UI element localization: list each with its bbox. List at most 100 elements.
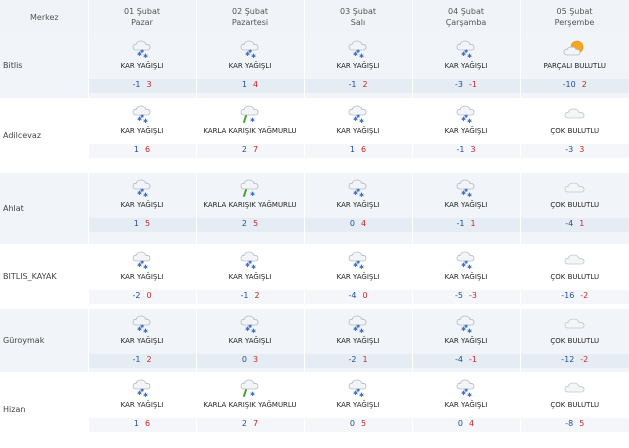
max-temperature: 2 bbox=[582, 80, 587, 89]
condition-label: KAR YAĞIŞLI bbox=[197, 273, 304, 290]
max-temperature: -2 bbox=[580, 355, 588, 364]
max-temperature: 3 bbox=[253, 355, 258, 364]
min-temperature: 0 bbox=[350, 219, 355, 228]
city-name[interactable]: Ahlat bbox=[0, 172, 88, 244]
min-temperature: 1 bbox=[350, 145, 355, 154]
temperature-range: -1 3 bbox=[413, 144, 520, 158]
condition-label: ÇOK BULUTLU bbox=[521, 401, 629, 418]
cloudy-icon bbox=[562, 249, 588, 271]
min-temperature: 1 bbox=[242, 80, 247, 89]
svg-text:✱: ✱ bbox=[250, 391, 255, 398]
max-temperature: 6 bbox=[145, 145, 150, 154]
city-name[interactable]: BITLIS_KAYAK bbox=[0, 244, 88, 308]
snow-cloud-icon: ✱✱✱ bbox=[129, 103, 155, 125]
max-temperature: 3 bbox=[470, 145, 475, 154]
sleet-cloud-icon: ✱ bbox=[237, 377, 263, 399]
temperature-range: -3-1 bbox=[413, 79, 520, 93]
forecast-cell: PARÇALI BULUTLU-10 2 bbox=[520, 34, 629, 98]
cloudy-icon bbox=[562, 313, 588, 335]
condition-label: KARLA KARIŞIK YAĞMURLU bbox=[197, 127, 304, 144]
condition-label: KAR YAĞIŞLI bbox=[89, 401, 196, 418]
max-temperature: 5 bbox=[361, 419, 366, 428]
snow-cloud-icon: ✱✱✱ bbox=[129, 313, 155, 335]
min-temperature: -8 bbox=[565, 419, 573, 428]
forecast-cell: ✱✱✱KAR YAĞIŞLI-5-3 bbox=[412, 244, 520, 308]
snow-cloud-icon: ✱✱✱ bbox=[453, 249, 479, 271]
min-temperature: -10 bbox=[563, 80, 576, 89]
snow-cloud-icon: ✱✱✱ bbox=[453, 313, 479, 335]
snow-cloud-icon: ✱✱✱ bbox=[345, 103, 371, 125]
max-temperature: 0 bbox=[362, 291, 367, 300]
snow-cloud-icon: ✱✱✱ bbox=[345, 377, 371, 399]
max-temperature: 7 bbox=[253, 145, 258, 154]
min-temperature: -4 bbox=[565, 219, 573, 228]
min-temperature: -1 bbox=[456, 145, 464, 154]
min-temperature: -3 bbox=[455, 80, 463, 89]
condition-label: KAR YAĞIŞLI bbox=[89, 127, 196, 144]
max-temperature: 2 bbox=[146, 355, 151, 364]
temperature-range: -12-2 bbox=[521, 354, 629, 368]
snow-cloud-icon: ✱✱✱ bbox=[453, 177, 479, 199]
min-temperature: -4 bbox=[455, 355, 463, 364]
min-temperature: 1 bbox=[134, 419, 139, 428]
min-temperature: -16 bbox=[561, 291, 574, 300]
snow-cloud-icon: ✱✱✱ bbox=[237, 313, 263, 335]
condition-label: PARÇALI BULUTLU bbox=[521, 62, 629, 79]
city-name[interactable]: Bitlis bbox=[0, 34, 88, 98]
condition-label: KAR YAĞIŞLI bbox=[89, 201, 196, 218]
condition-label: KARLA KARIŞIK YAĞMURLU bbox=[197, 401, 304, 418]
snow-cloud-icon: ✱✱✱ bbox=[345, 38, 371, 60]
max-temperature: 2 bbox=[362, 80, 367, 89]
condition-label: KAR YAĞIŞLI bbox=[305, 273, 412, 290]
min-temperature: 1 bbox=[134, 219, 139, 228]
max-temperature: 5 bbox=[579, 419, 584, 428]
temperature-range: -5-3 bbox=[413, 290, 520, 304]
city-name[interactable]: Güroymak bbox=[0, 308, 88, 372]
condition-label: KAR YAĞIŞLI bbox=[413, 62, 520, 79]
city-name[interactable]: Adilcevaz bbox=[0, 98, 88, 172]
max-temperature: 1 bbox=[470, 219, 475, 228]
condition-label: ÇOK BULUTLU bbox=[521, 337, 629, 354]
max-temperature: 1 bbox=[362, 355, 367, 364]
city-name[interactable]: Hizan bbox=[0, 372, 88, 447]
condition-label: KAR YAĞIŞLI bbox=[89, 62, 196, 79]
